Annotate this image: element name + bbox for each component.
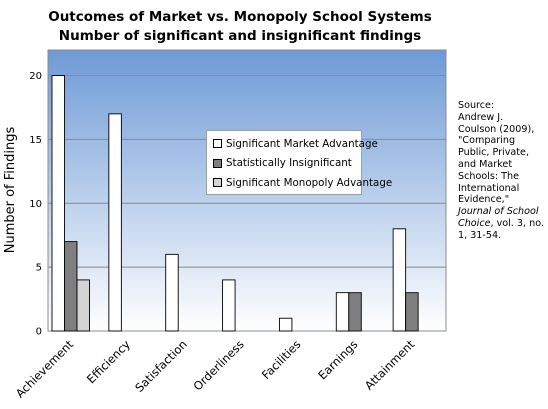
y-tick-label: 0 bbox=[36, 327, 42, 338]
x-tick-label: Achievement bbox=[13, 337, 77, 401]
x-tick-label: Facilities bbox=[259, 337, 304, 382]
legend-swatch bbox=[213, 139, 222, 149]
legend-item: Significant Market Advantage bbox=[213, 134, 378, 154]
x-tick-label: Orderliness bbox=[191, 337, 247, 393]
bar bbox=[405, 292, 419, 332]
y-tick-label: 20 bbox=[29, 71, 42, 82]
source-journal: Journal of School Choice bbox=[458, 206, 539, 229]
bar bbox=[64, 241, 78, 332]
y-tick-label: 10 bbox=[29, 199, 42, 210]
legend-swatch bbox=[213, 158, 222, 168]
chart-title: Outcomes of Market vs. Monopoly School S… bbox=[40, 8, 440, 46]
bar bbox=[278, 317, 293, 332]
legend-label: Significant Market Advantage bbox=[226, 137, 378, 150]
chart-subtitle: Number of significant and insignificant … bbox=[58, 28, 422, 44]
bar bbox=[392, 228, 407, 332]
source-label: Source: bbox=[458, 100, 495, 111]
y-axis-label: Number of Findings bbox=[3, 127, 18, 254]
x-tick-label: Attainment bbox=[362, 337, 418, 393]
x-tick-label: Satisfaction bbox=[132, 337, 190, 395]
source-note: Source: Andrew J. Coulson (2009), "Compa… bbox=[458, 100, 544, 242]
legend-label: Statistically Insignificant bbox=[226, 157, 352, 170]
chart-title-line1: Outcomes of Market vs. Monopoly School S… bbox=[48, 9, 432, 25]
y-tick-label: 15 bbox=[29, 135, 42, 146]
x-tick-label: Efficiency bbox=[84, 337, 133, 386]
source-text: Andrew J. Coulson (2009), "Comparing Pub… bbox=[458, 111, 535, 206]
bar bbox=[51, 75, 65, 332]
bar bbox=[335, 292, 350, 332]
source-text-tail: , vol. 3, no. 1, 31-54. bbox=[458, 217, 544, 241]
bar bbox=[348, 292, 362, 332]
x-tick-label: Earnings bbox=[315, 337, 360, 382]
bar bbox=[76, 279, 90, 332]
legend-item: Statistically Insignificant bbox=[213, 154, 355, 174]
bar bbox=[222, 279, 236, 332]
chart-legend: Significant Market Advantage Statisticall… bbox=[206, 130, 392, 195]
legend-swatch bbox=[213, 178, 222, 188]
legend-item: Significant Monopoly Advantage bbox=[213, 173, 392, 193]
legend-label: Significant Monopoly Advantage bbox=[226, 176, 393, 189]
bar bbox=[108, 113, 122, 332]
y-tick-label: 5 bbox=[36, 263, 42, 274]
bar bbox=[165, 253, 179, 332]
